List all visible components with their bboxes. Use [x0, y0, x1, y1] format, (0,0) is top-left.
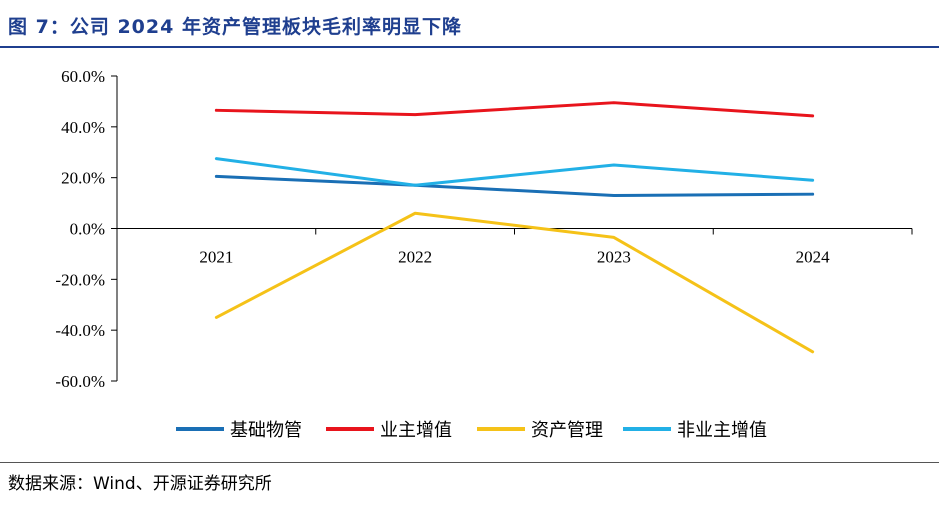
- series-line: [214, 174, 815, 197]
- y-axis-ticks: 60.0% 40.0% 20.0% 0.0% -20.0% -40.0% -60.0%: [55, 67, 117, 391]
- y-tick-label: 0.0%: [70, 220, 105, 239]
- legend-label: 非业主增值: [677, 420, 767, 441]
- series-lines: [214, 101, 815, 354]
- y-tick-label: 60.0%: [61, 67, 105, 86]
- source-note: 数据来源：Wind、开源证券研究所: [8, 474, 272, 494]
- y-tick-label: -40.0%: [55, 321, 105, 340]
- title-divider: [0, 46, 939, 48]
- x-tick-label: 2023: [597, 248, 631, 267]
- source-divider: [0, 462, 939, 463]
- y-tick-label: -20.0%: [55, 270, 105, 289]
- y-tick-label: 20.0%: [61, 169, 105, 188]
- chart-legend: 基础物管 业主增值 资产管理 非业主增值: [176, 420, 767, 441]
- x-tick-label: 2022: [398, 248, 432, 267]
- legend-label: 资产管理: [531, 420, 603, 441]
- legend-label: 业主增值: [380, 420, 452, 441]
- x-axis-ticks: 2021 2022 2023 2024: [116, 228, 913, 267]
- figure-title: 图 7：公司 2024 年资产管理板块毛利率明显下降: [8, 16, 462, 38]
- series-line: [214, 211, 815, 354]
- x-tick-label: 2021: [199, 248, 233, 267]
- y-tick-label: -60.0%: [55, 372, 105, 391]
- y-tick-label: 40.0%: [61, 118, 105, 137]
- x-tick-label: 2024: [796, 248, 831, 267]
- series-line: [214, 157, 815, 187]
- legend-label: 基础物管: [230, 420, 302, 441]
- series-line: [214, 101, 815, 118]
